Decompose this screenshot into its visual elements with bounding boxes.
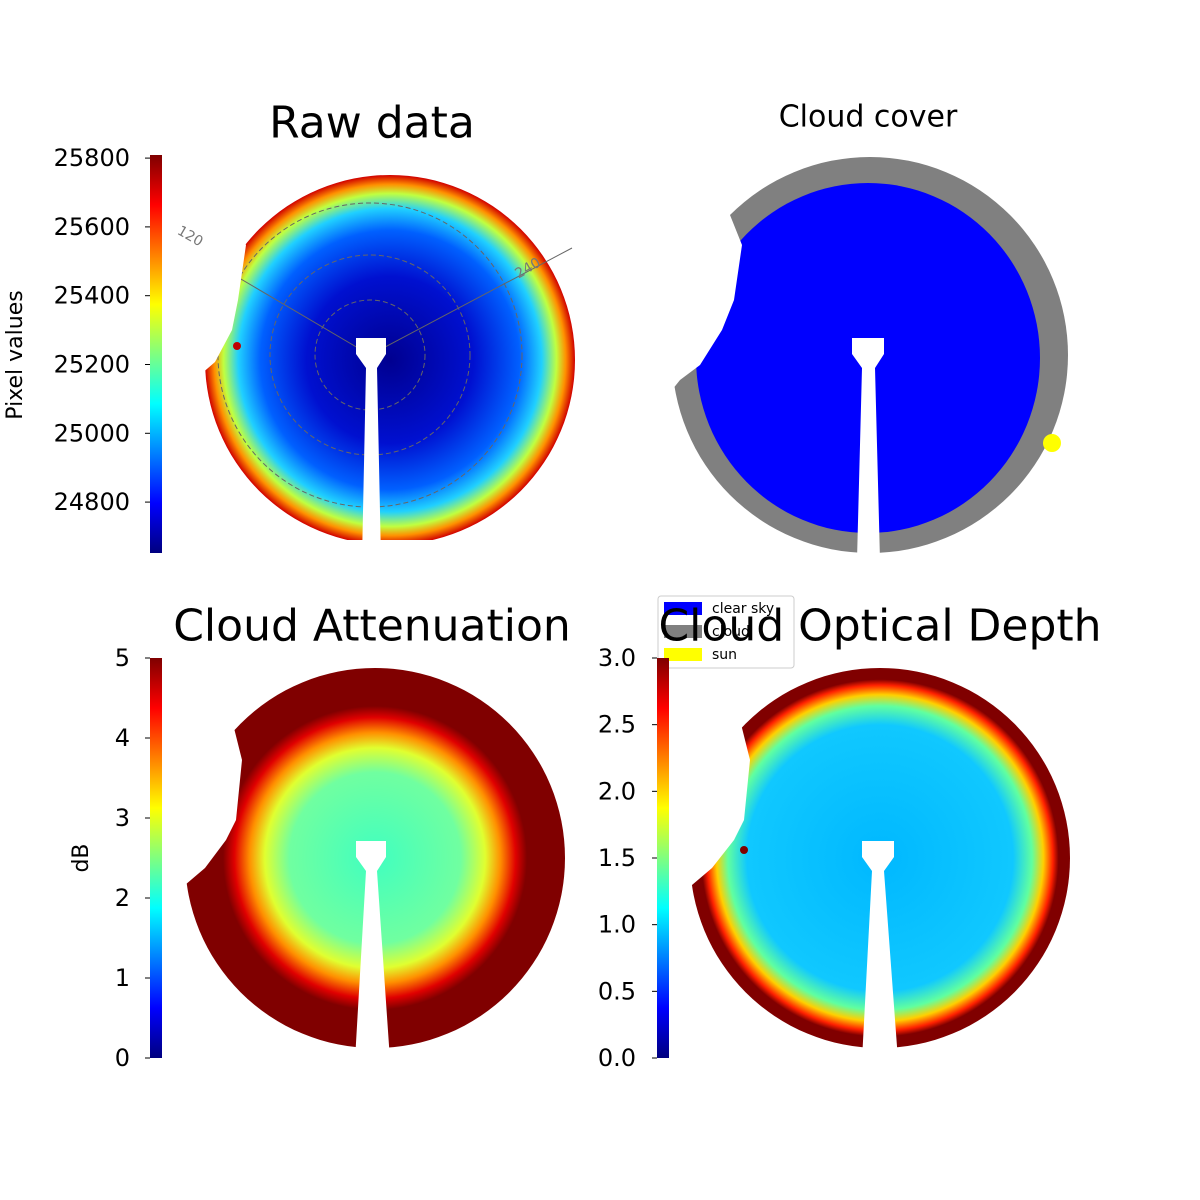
colorbar-tick-label: 25600 <box>54 213 130 241</box>
panel-title: Cloud cover <box>779 100 958 135</box>
legend-label: sun <box>712 647 737 663</box>
legend-swatch <box>664 648 702 661</box>
raw-image <box>175 160 575 560</box>
legend-swatch <box>664 602 702 615</box>
colorbar-label: dB <box>69 843 94 872</box>
panel-title: Cloud Attenuation <box>173 600 571 651</box>
panel-title: Cloud Optical Depth <box>658 600 1101 651</box>
colorbar-tick-label: 0.5 <box>598 977 636 1005</box>
colorbar <box>150 155 162 553</box>
colorbar-label: Pixel values <box>3 290 28 419</box>
colorbar-tick-label: 5 <box>115 644 130 672</box>
colorbar-tick-label: 25200 <box>54 350 130 378</box>
legend-swatch <box>664 625 702 638</box>
colorbar-tick-label: 25400 <box>54 282 130 310</box>
colorbar-tick-label: 1.0 <box>598 911 636 939</box>
colorbar-tick-label: 3 <box>115 804 130 832</box>
sun-marker <box>1043 434 1061 452</box>
legend-label: cloud <box>712 624 750 640</box>
colorbar-tick-label: 0 <box>115 1044 130 1072</box>
optical-depth-image <box>680 660 1100 1068</box>
colorbar-tick-label: 1 <box>115 964 130 992</box>
colorbar-tick-label: 2.0 <box>598 777 636 805</box>
colorbar-tick-label: 25800 <box>54 144 130 172</box>
cloud-cover-image <box>660 150 1080 573</box>
panel-title: Raw data <box>269 97 475 148</box>
colorbar-tick-label: 2 <box>115 884 130 912</box>
legend-label: clear sky <box>712 601 774 617</box>
colorbar-tick-label: 24800 <box>54 488 130 516</box>
attenuation-image <box>175 660 595 1068</box>
colorbar-tick-label: 4 <box>115 724 130 752</box>
colorbar <box>657 658 669 1058</box>
colorbar-tick-label: 0.0 <box>598 1044 636 1072</box>
colorbar-tick-label: 25000 <box>54 419 130 447</box>
colorbar-tick-label: 2.5 <box>598 711 636 739</box>
colorbar-tick-label: 3.0 <box>598 644 636 672</box>
colorbar <box>150 658 162 1058</box>
colorbar-tick-label: 1.5 <box>598 844 636 872</box>
